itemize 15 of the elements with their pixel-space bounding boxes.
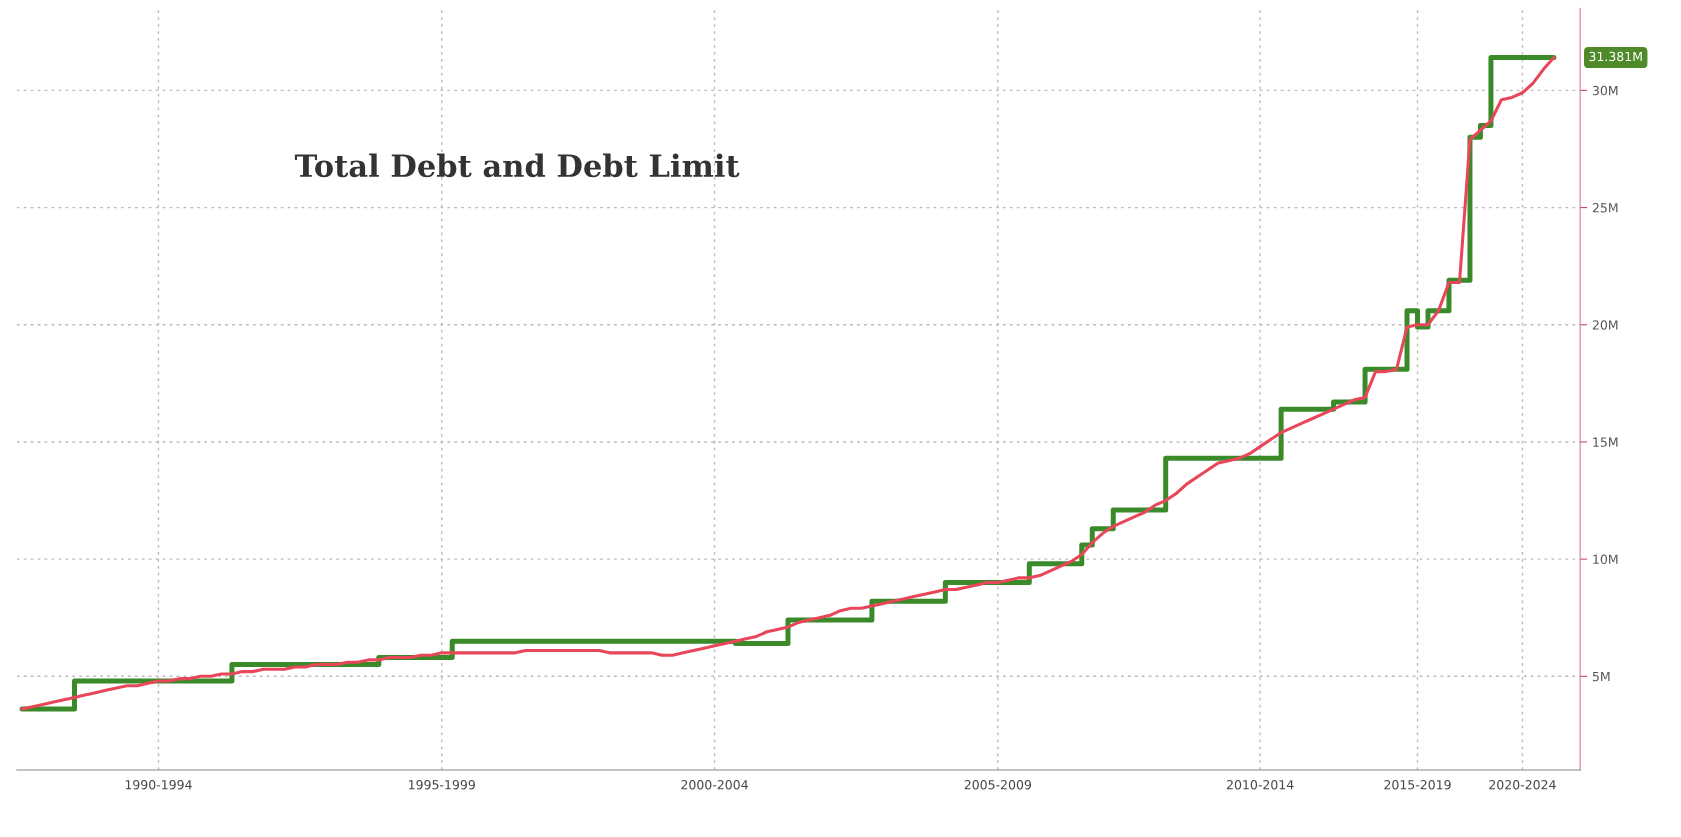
y-tick-label: 25M [1592, 203, 1618, 213]
y-tick-label: 5M [1592, 671, 1610, 682]
x-tick-label: 1990-1994 [125, 779, 192, 790]
text: Total Debt and Debt Limit [294, 153, 740, 178]
x-tick-label: 2000-2004 [681, 779, 748, 790]
x-tick-label: 1995-1999 [409, 779, 475, 790]
x-tick-label: 2020-2024 [1489, 779, 1556, 790]
text: 31.381M [1589, 51, 1642, 62]
x-tick-label: 2015-2019 [1384, 779, 1451, 790]
y-tick-label: 15M [1593, 437, 1618, 447]
x-tick-label: 2010-2014 [1226, 779, 1294, 790]
x-tick-label: 2005-2009 [964, 779, 1032, 790]
y-tick-label: 20M [1592, 320, 1618, 330]
y-tick-label: 10M [1593, 554, 1618, 565]
y-tick-label: 30M [1592, 85, 1618, 96]
